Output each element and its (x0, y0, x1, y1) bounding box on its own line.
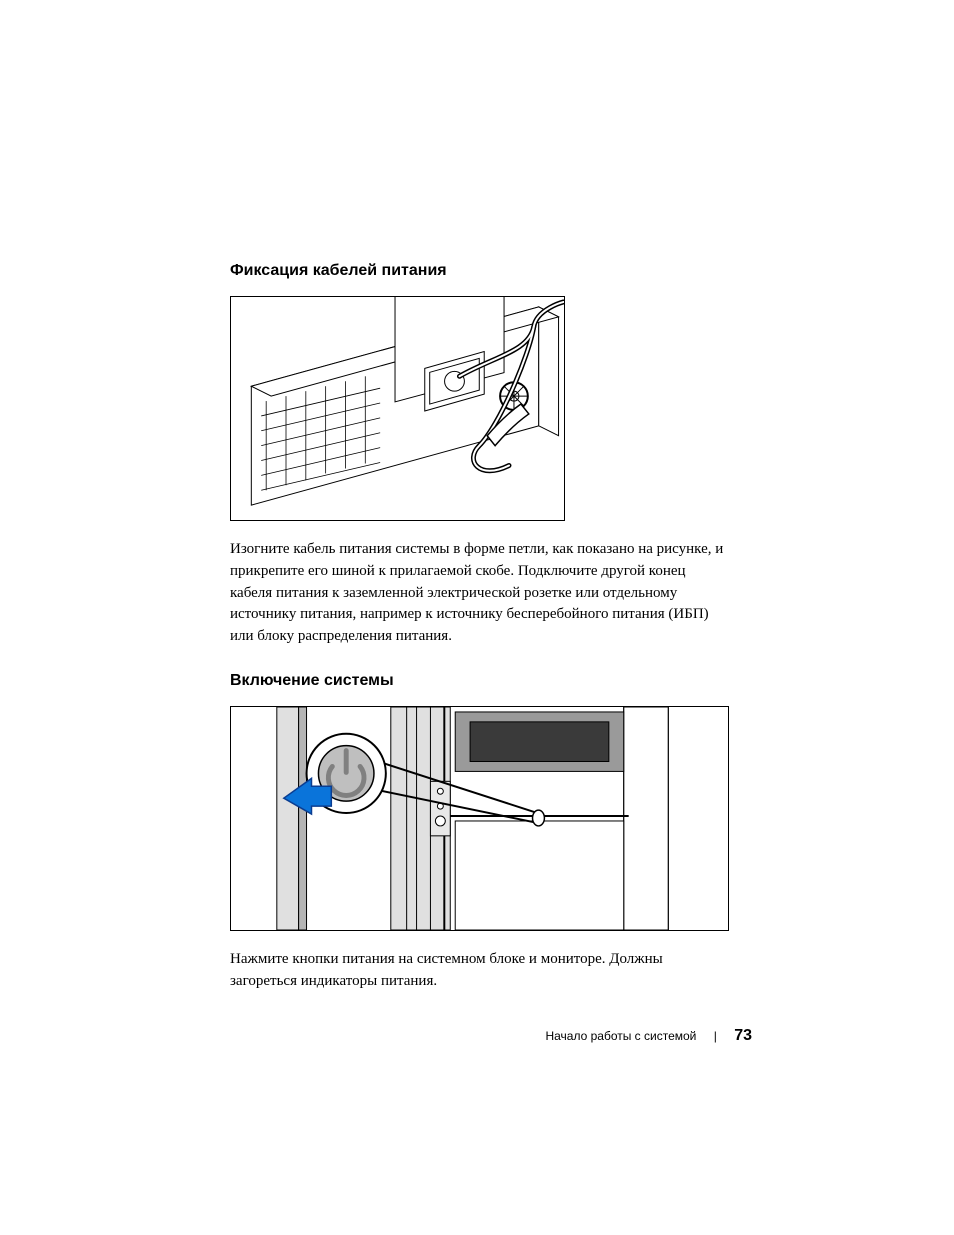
paragraph-power-cable: Изогните кабель питания системы в форме … (230, 539, 724, 648)
paragraph-power-on: Нажмите кнопки питания на системном блок… (230, 949, 724, 993)
page-footer: Начало работы с системой | 73 (545, 1027, 752, 1045)
figure-power-cable (230, 296, 565, 521)
footer-page-number: 73 (734, 1027, 752, 1044)
document-page: Фиксация кабелей питания (0, 0, 954, 1235)
footer-separator: | (714, 1029, 717, 1043)
figure-power-on (230, 706, 729, 931)
footer-section-name: Начало работы с системой (545, 1029, 696, 1043)
heading-turning-on-system: Включение системы (230, 672, 724, 690)
heading-securing-power-cables: Фиксация кабелей питания (230, 262, 724, 280)
